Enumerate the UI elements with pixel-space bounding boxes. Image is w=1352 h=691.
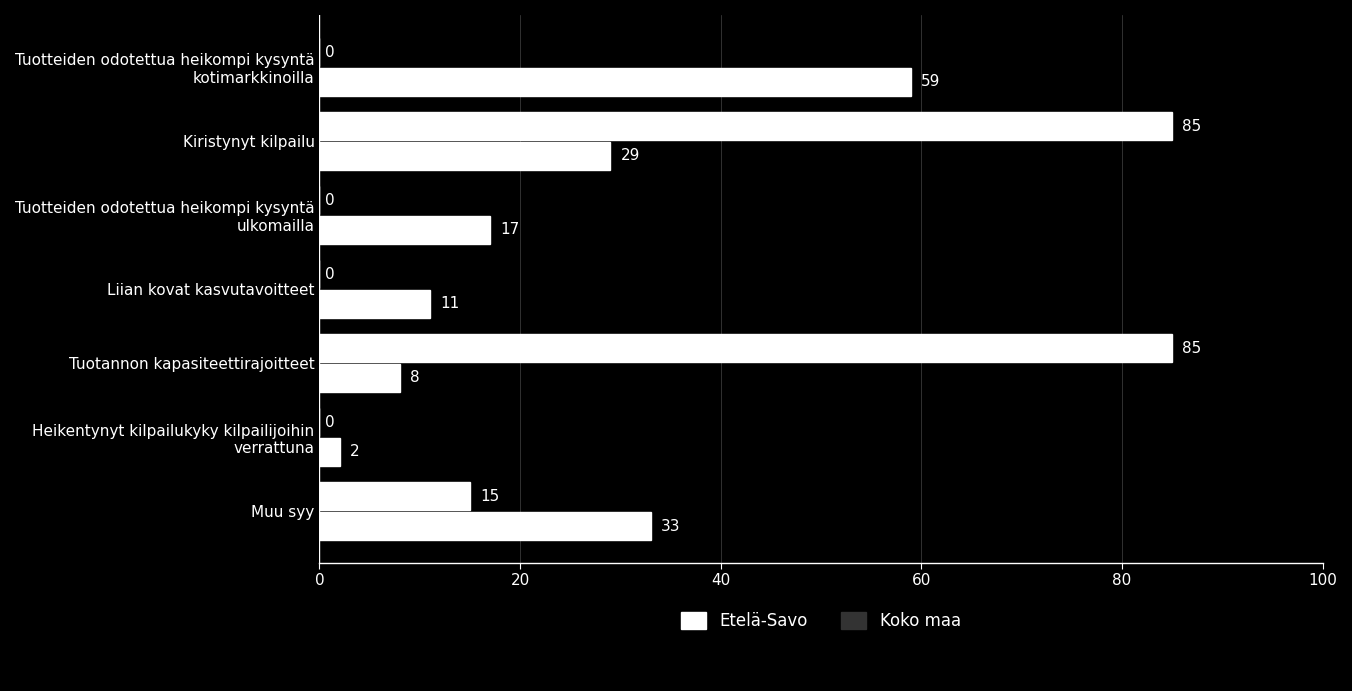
Text: 85: 85 <box>1182 341 1202 356</box>
Text: 33: 33 <box>661 518 680 533</box>
Bar <box>319 112 1172 140</box>
Bar <box>319 512 650 540</box>
Bar <box>319 216 489 244</box>
Text: 59: 59 <box>921 74 941 89</box>
Bar <box>319 364 400 392</box>
Text: 0: 0 <box>324 193 334 208</box>
Text: 0: 0 <box>324 267 334 282</box>
Text: 0: 0 <box>324 44 334 59</box>
Text: 17: 17 <box>500 223 519 237</box>
Bar <box>319 438 339 466</box>
Text: 29: 29 <box>621 148 639 163</box>
Text: 15: 15 <box>480 489 499 504</box>
Text: 85: 85 <box>1182 119 1202 133</box>
Bar <box>319 290 430 318</box>
Bar <box>319 142 610 170</box>
Text: 11: 11 <box>439 296 460 312</box>
Bar <box>319 334 1172 362</box>
Legend: Etelä-Savo, Koko maa: Etelä-Savo, Koko maa <box>675 605 968 637</box>
Text: 0: 0 <box>324 415 334 430</box>
Text: 8: 8 <box>410 370 419 386</box>
Text: 2: 2 <box>350 444 360 460</box>
Bar <box>319 482 470 511</box>
Bar <box>319 68 911 96</box>
